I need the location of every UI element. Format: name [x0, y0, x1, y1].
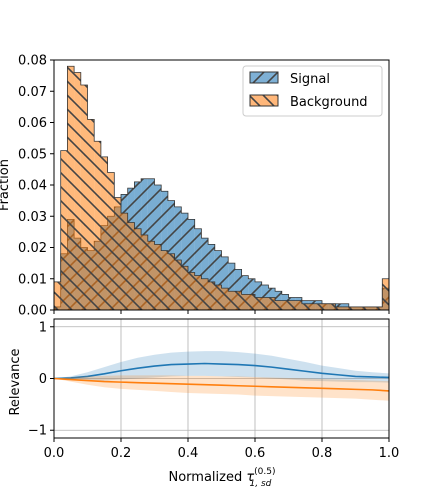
legend-entry-background: Background [249, 94, 368, 110]
relevance-x-ticks: 0.0 0.2 0.4 0.6 0.8 1.0 [44, 438, 400, 461]
relevance-x-tick-label: 0.0 [44, 446, 65, 461]
relevance-series-1 [54, 375, 389, 401]
relevance-y-tick-label: 1 [39, 320, 47, 335]
legend-label-background: Background [290, 95, 368, 110]
relevance-x-tick-label: 0.4 [178, 446, 199, 461]
relevance-line-1 [54, 377, 389, 392]
legend-hatch-signal [249, 71, 279, 84]
x-axis-label: Normalized τ(0.5) 1, sd [168, 467, 275, 489]
histogram-bars [54, 65, 389, 310]
legend-entry-signal: Signal [249, 71, 330, 87]
legend: Signal Background [242, 65, 383, 117]
hist-hatch-background [54, 66, 389, 310]
hist-outline-background [54, 65, 389, 310]
histogram-y-tick-label: 0.08 [18, 54, 47, 69]
relevance-lines [54, 351, 389, 401]
relevance-y-tick-label: 0 [39, 372, 47, 387]
histogram-y-tick-label: 0.07 [18, 85, 47, 100]
x-axis-label-sup: (0.5) [254, 467, 275, 477]
relevance-y-label: Relevance [8, 348, 23, 415]
series-background [54, 65, 389, 310]
histogram-y-tick-label: 0.03 [18, 210, 47, 225]
histogram-y-tick-label: 0.05 [18, 147, 47, 162]
x-axis-label-symbol: τ [246, 470, 254, 485]
histogram-y-ticks: 0.00 0.01 0.02 0.03 0.04 0.05 0.06 0.07 0.08 [18, 54, 390, 319]
relevance-band-0 [54, 351, 389, 383]
histogram-y-tick-label: 0.01 [18, 272, 47, 287]
relevance-y-ticks: −1 0 1 [28, 320, 54, 439]
relevance-x-tick-label: 1.0 [379, 446, 400, 461]
relevance-line-0 [54, 362, 389, 380]
x-axis-label-prefix: Normalized [168, 470, 246, 485]
x-axis-label-sub: 1, sd [250, 479, 272, 489]
relevance-series-0 [54, 351, 389, 383]
histogram-y-tick-label: 0.00 [18, 304, 47, 319]
histogram-panel: 0.00 0.01 0.02 0.03 0.04 0.05 0.06 0.07 0.08 Fra… [0, 54, 390, 319]
relevance-grid [53, 319, 390, 438]
histogram-y-tick-label: 0.06 [18, 116, 47, 131]
legend-label-signal: Signal [290, 72, 330, 87]
histogram-y-tick-label: 0.02 [18, 241, 47, 256]
legend-hatch-background [249, 94, 279, 107]
histogram-y-label: Fraction [0, 159, 12, 211]
relevance-x-tick-label: 0.6 [245, 446, 266, 461]
relevance-band-1 [54, 375, 389, 401]
relevance-x-tick-label: 0.8 [312, 446, 333, 461]
histogram-y-tick-label: 0.04 [18, 179, 47, 194]
relevance-panel: −1 0 1 0.0 0.2 0.4 0.6 0.8 1.0 Relevance Normal… [8, 318, 400, 489]
relevance-x-tick-label: 0.2 [111, 446, 132, 461]
relevance-y-tick-label: −1 [28, 424, 47, 439]
